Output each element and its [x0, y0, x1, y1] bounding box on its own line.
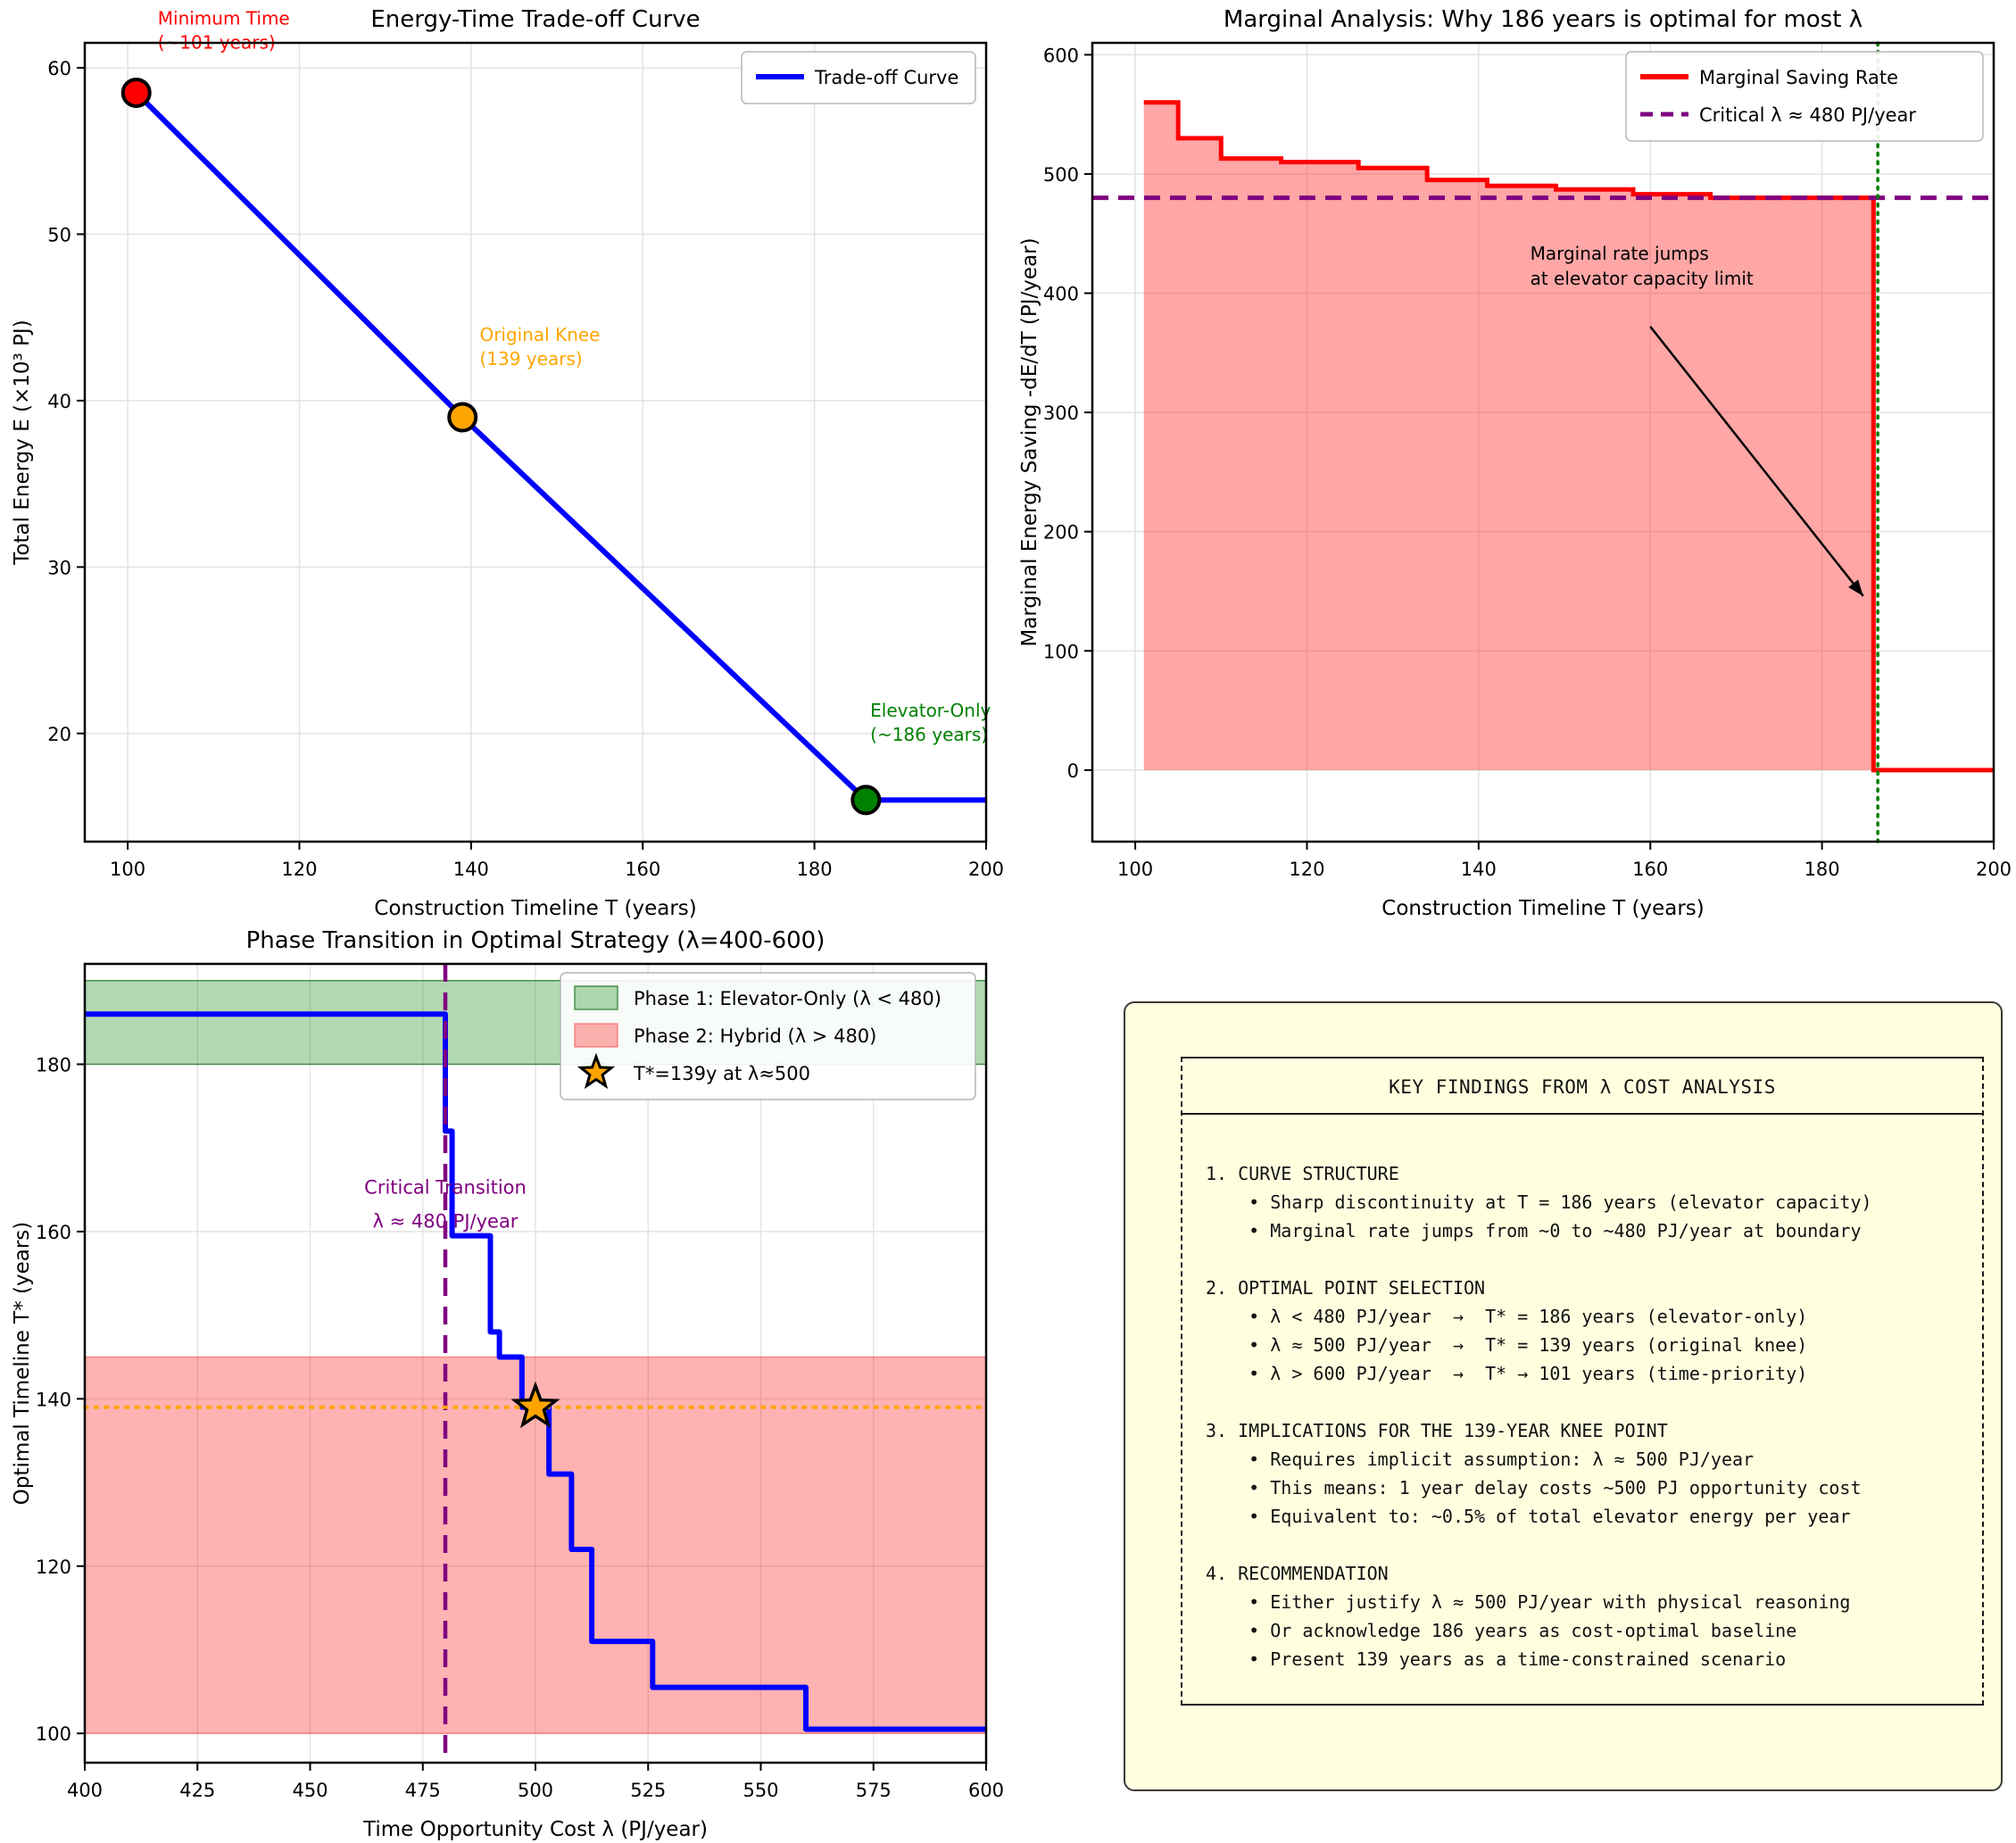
- y-tick-label: 30: [47, 557, 71, 578]
- x-tick-label: 450: [292, 1780, 328, 1801]
- x-tick-label: 140: [453, 859, 489, 880]
- marker-label: Elevator-Only: [870, 700, 991, 721]
- x-tick-label: 100: [1117, 859, 1153, 880]
- tradeoff-chart-panel: Minimum Time (~101 years) Original Knee (13…: [0, 0, 1008, 921]
- y-tick-label: 100: [36, 1723, 71, 1745]
- marker-label: (~186 years): [870, 724, 988, 745]
- x-axis-label: Construction Timeline T (years): [1381, 897, 1704, 920]
- x-tick-label: 600: [968, 1780, 1004, 1801]
- annotation-arrowhead: [1848, 579, 1863, 596]
- y-tick-label: 140: [36, 1389, 71, 1410]
- legend-box: [741, 51, 976, 104]
- trade-off-curve: [134, 90, 986, 803]
- findings-title: KEY FINDINGS FROM λ COST ANALYSIS: [1182, 1058, 1982, 1115]
- phase-chart-panel: Critical Transition λ ≈ 480 PJ/year 400 425…: [0, 921, 1008, 1843]
- y-tick-label: 0: [1067, 760, 1079, 782]
- marginal-area-fill: [1143, 102, 1874, 770]
- legend-label: Phase 1: Elevator-Only (λ < 480): [634, 988, 942, 1009]
- y-tick-label: 50: [47, 224, 71, 245]
- y-tick-label: 200: [1043, 522, 1079, 544]
- phase-chart: Critical Transition λ ≈ 480 PJ/year 400 425…: [11, 927, 1004, 1841]
- marker-label: Original Knee: [479, 324, 600, 345]
- y-tick-label: 180: [36, 1054, 71, 1075]
- marker-point: [850, 785, 882, 816]
- chart-title: Phase Transition in Optimal Strategy (λ=…: [246, 927, 825, 954]
- x-tick-label: 400: [67, 1780, 103, 1801]
- marker-point: [447, 402, 478, 433]
- x-tick-label: 200: [968, 859, 1004, 880]
- x-tick-label: 500: [518, 1780, 553, 1801]
- x-tick-label: 180: [1804, 859, 1840, 880]
- x-tick-label: 200: [1976, 859, 2012, 880]
- x-tick-label: 120: [1289, 859, 1324, 880]
- marker-point: [120, 77, 152, 108]
- annotation-text: Marginal rate jumps: [1531, 243, 1709, 264]
- annotation-text: λ ≈ 480 PJ/year: [373, 1211, 519, 1233]
- x-tick-label: 100: [110, 859, 145, 880]
- y-tick-label: 120: [36, 1557, 71, 1578]
- y-tick-label: 20: [47, 724, 71, 745]
- y-tick-label: 400: [1043, 284, 1079, 305]
- y-tick-label: 160: [36, 1222, 71, 1243]
- marginal-chart: Marginal rate jumps at elevator capacity …: [1018, 6, 2012, 920]
- tradeoff-chart: Minimum Time(~101 years)Original Knee(13…: [11, 6, 1004, 920]
- x-tick-label: 550: [743, 1780, 778, 1801]
- x-tick-label: 160: [1632, 859, 1668, 880]
- legend-patch-sample: [574, 985, 618, 1010]
- legend-patch-sample: [574, 1023, 618, 1048]
- axes-frame: [1091, 41, 1995, 843]
- marker-label: (139 years): [479, 348, 582, 369]
- x-axis-label: Time Opportunity Cost λ (PJ/year): [362, 1818, 708, 1841]
- y-tick-label: 40: [47, 391, 71, 412]
- findings-box: KEY FINDINGS FROM λ COST ANALYSIS 1. CUR…: [1181, 1057, 1984, 1706]
- legend-box: [560, 972, 976, 1100]
- axes-frame: [83, 41, 988, 843]
- y-axis-label: Marginal Energy Saving -dE/dT (PJ/year): [1018, 237, 1041, 646]
- x-tick-label: 140: [1461, 859, 1497, 880]
- findings-card: KEY FINDINGS FROM λ COST ANALYSIS 1. CUR…: [1124, 1001, 2003, 1791]
- chart-title: Marginal Analysis: Why 186 years is opti…: [1224, 6, 1863, 33]
- y-axis-label: Optimal Timeline T* (years): [11, 1222, 34, 1506]
- x-tick-label: 475: [405, 1780, 441, 1801]
- x-tick-label: 425: [179, 1780, 215, 1801]
- y-tick-label: 300: [1043, 403, 1079, 424]
- findings-panel: KEY FINDINGS FROM λ COST ANALYSIS 1. CUR…: [1008, 921, 2016, 1843]
- marginal-chart-panel: Marginal rate jumps at elevator capacity …: [1008, 0, 2016, 921]
- findings-body: 1. CURVE STRUCTURE • Sharp discontinuity…: [1206, 1163, 1872, 1670]
- annotation-text: Critical Transition: [364, 1177, 527, 1199]
- legend-label: Trade-off Curve: [814, 67, 958, 88]
- x-axis-label: Construction Timeline T (years): [374, 897, 696, 920]
- marker-label: Minimum Time: [158, 7, 290, 29]
- chart-title: Energy-Time Trade-off Curve: [370, 6, 700, 33]
- y-tick-label: 600: [1043, 45, 1079, 66]
- y-tick-label: 60: [47, 58, 71, 79]
- legend-label: T*=139y at λ≈500: [633, 1063, 810, 1084]
- legend-label: Marginal Saving Rate: [1699, 67, 1898, 88]
- marginal-step-curve: [1143, 100, 1994, 773]
- legend-box: [1625, 51, 1984, 142]
- x-tick-label: 160: [625, 859, 660, 880]
- legend-label: Phase 2: Hybrid (λ > 480): [634, 1025, 876, 1047]
- x-tick-label: 575: [856, 1780, 892, 1801]
- x-tick-label: 525: [630, 1780, 666, 1801]
- legend-star-sample: [577, 1052, 616, 1090]
- y-tick-label: 100: [1043, 641, 1079, 662]
- annotation-text: at elevator capacity limit: [1531, 268, 1754, 289]
- y-tick-label: 500: [1043, 164, 1079, 186]
- legend-label: Critical λ ≈ 480 PJ/year: [1699, 104, 1916, 126]
- x-tick-label: 180: [797, 859, 833, 880]
- knee-star-marker: [510, 1381, 560, 1429]
- x-tick-label: 120: [281, 859, 317, 880]
- annotation-arrow: [1649, 326, 1864, 597]
- y-axis-label: Total Energy E (×10³ PJ): [11, 320, 34, 565]
